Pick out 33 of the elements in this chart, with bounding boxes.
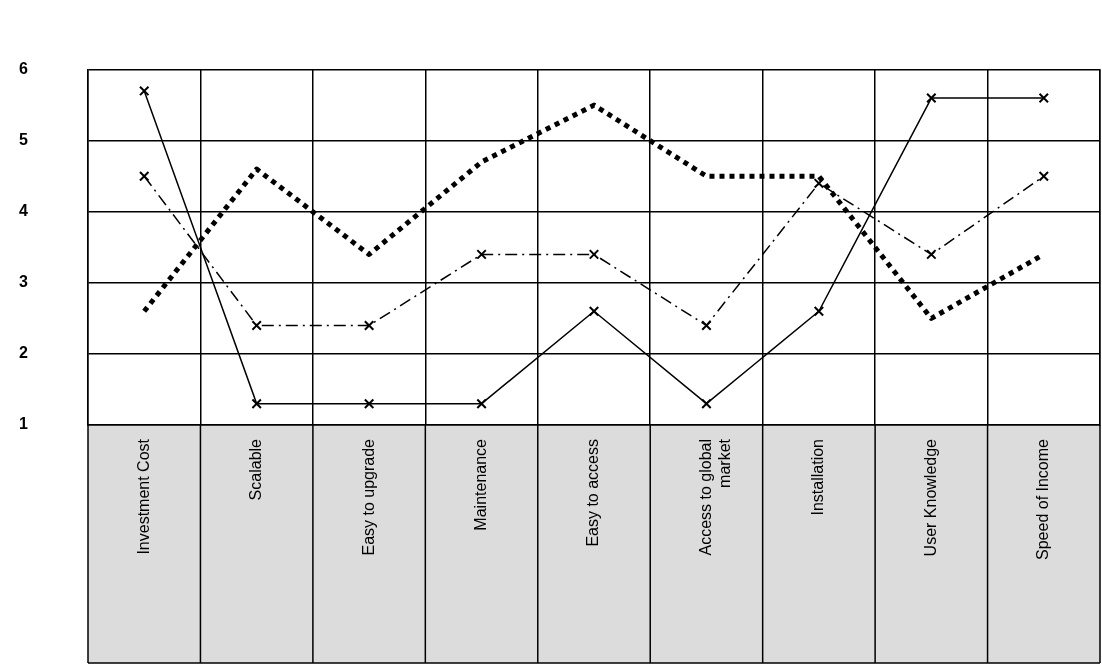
y-tick-label: 6 [19,60,29,78]
x-tick-label: Easy to access [584,439,602,547]
x-tick-label: User Knowledge [921,438,939,557]
x-tick-label: Investment Cost [134,438,152,555]
x-tick-label: Installation [809,439,827,516]
y-tick-label: 1 [19,415,29,433]
point [701,320,712,331]
point [251,320,262,331]
point [251,398,262,409]
point [926,249,937,260]
point [476,249,487,260]
point [363,398,375,409]
point [1038,170,1050,182]
x-tick-label: Scalable [247,438,265,501]
y-tick-label: 5 [19,131,29,149]
point [588,249,600,260]
x-tick-label: Easy to upgrade [359,438,377,556]
point [363,320,375,331]
point [926,92,937,104]
point [1038,92,1050,104]
point [813,306,825,317]
x-tick-label: Speed of Income [1034,438,1052,560]
y-tick-label: 4 [19,202,29,220]
point [138,170,150,182]
point [588,306,600,317]
point [701,398,712,409]
x-tick-label: Access to global market [696,438,734,556]
point [476,398,487,409]
x-tick-label: Maintenance [471,438,489,531]
point [813,178,825,189]
y-tick-label: 3 [19,273,29,291]
point [138,85,150,97]
y-tick-label: 2 [19,344,29,362]
